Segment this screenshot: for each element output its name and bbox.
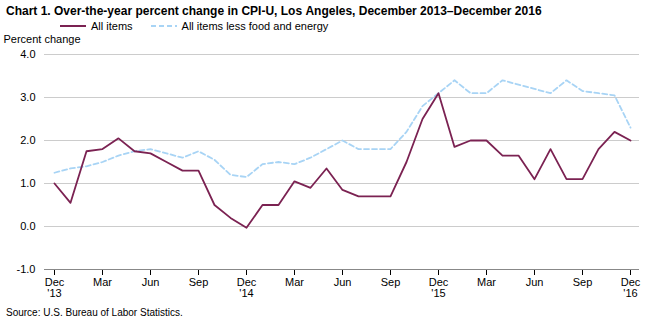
svg-text:3.0: 3.0 <box>20 91 35 103</box>
svg-text:Dec'14: Dec'14 <box>237 276 257 299</box>
svg-text:Jun: Jun <box>526 276 544 288</box>
svg-text:Jun: Jun <box>334 276 352 288</box>
svg-text:Dec'15: Dec'15 <box>429 276 449 299</box>
svg-text:Percent change: Percent change <box>4 33 81 45</box>
svg-text:-1.0: -1.0 <box>17 263 36 275</box>
svg-text:Dec'13: Dec'13 <box>45 276 65 299</box>
svg-text:2.0: 2.0 <box>20 134 35 146</box>
svg-text:Mar: Mar <box>93 276 112 288</box>
html-text:Chart 1. Over-the-year percent: Chart 1. Over-the-year percent change in… <box>6 4 542 18</box>
html-text:Source: U.S. Bureau of Labor S: Source: U.S. Bureau of Labor Statistics. <box>6 307 183 318</box>
svg-text:1.0: 1.0 <box>20 177 35 189</box>
svg-text:Mar: Mar <box>285 276 304 288</box>
html-text:All items less food and energy: All items less food and energy <box>181 20 329 32</box>
svg-text:Mar: Mar <box>477 276 496 288</box>
svg-text:Dec'16: Dec'16 <box>621 276 641 299</box>
svg-text:Jun: Jun <box>142 276 160 288</box>
html-text:All items: All items <box>91 20 133 32</box>
svg-text:Sep: Sep <box>381 276 401 288</box>
svg-text:4.0: 4.0 <box>20 48 35 60</box>
svg-text:0.0: 0.0 <box>20 220 35 232</box>
svg-text:Sep: Sep <box>189 276 209 288</box>
svg-text:Sep: Sep <box>573 276 593 288</box>
